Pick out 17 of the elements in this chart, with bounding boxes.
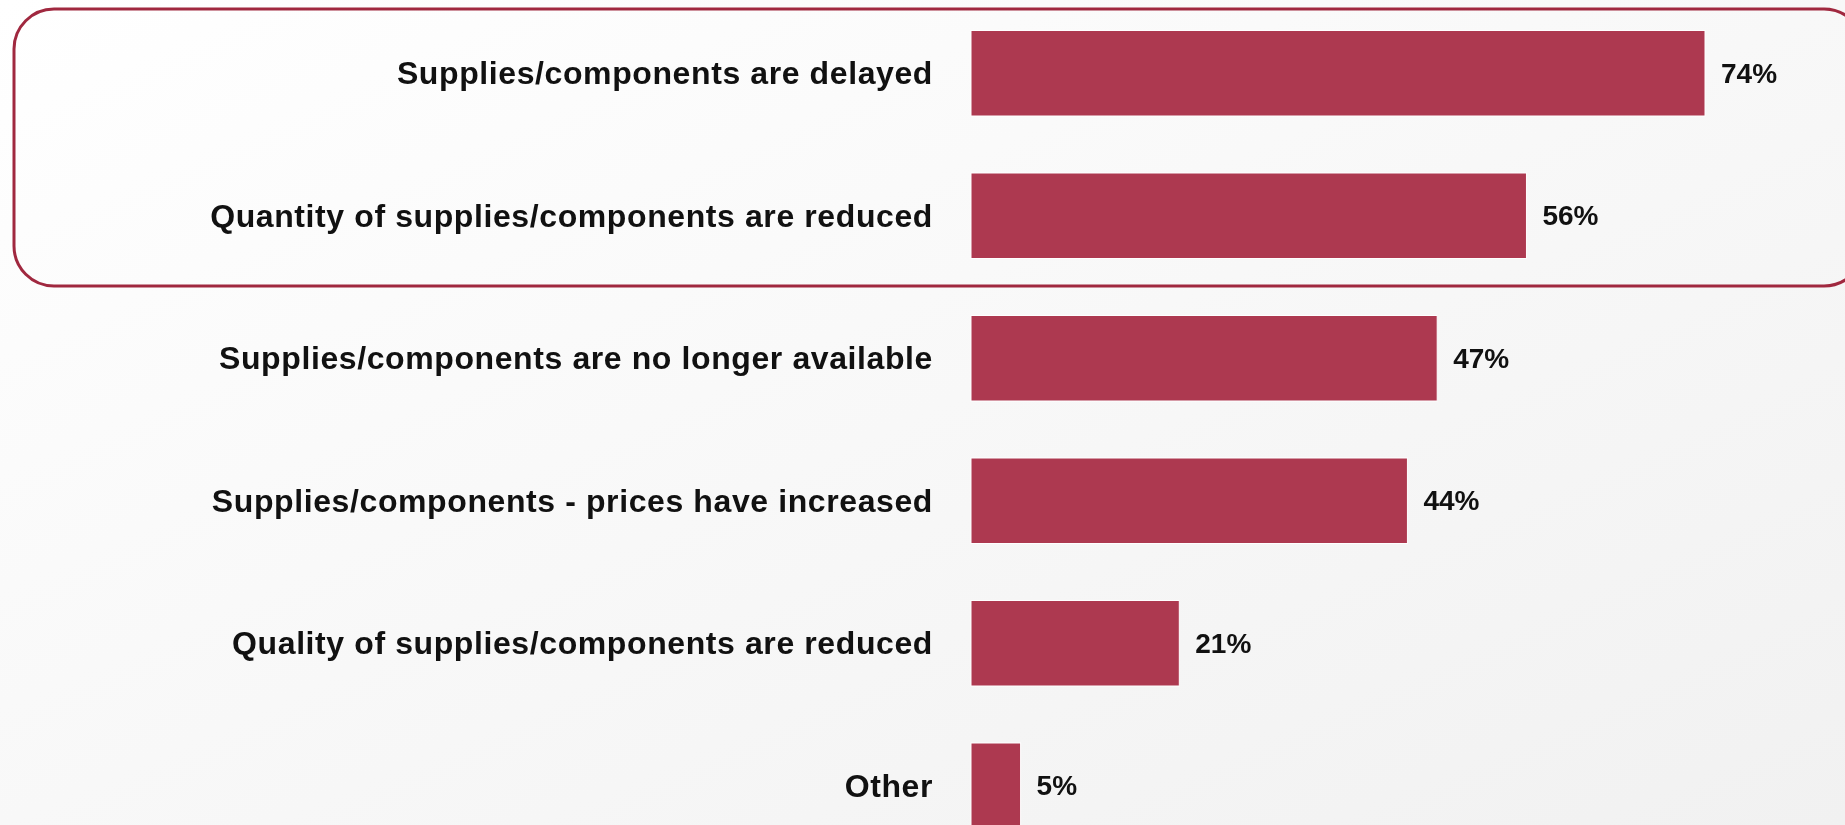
bar [970, 172, 1527, 259]
data-label: 44% [1423, 485, 1480, 517]
y-tick-label: Supplies/components - prices have increased [211, 482, 933, 519]
y-tick-label: Other [844, 767, 933, 804]
y-tick-label: Supplies/components are delayed [396, 55, 933, 92]
data-label: 74% [1721, 57, 1778, 89]
data-label: 21% [1195, 627, 1252, 659]
data-label: 56% [1542, 200, 1599, 232]
data-label: 5% [1036, 770, 1078, 802]
bar [970, 600, 1180, 687]
data-label: 47% [1453, 342, 1510, 374]
bar [970, 30, 1706, 117]
y-tick-label: Supplies/components are no longer available [219, 340, 933, 377]
bar [970, 315, 1438, 402]
y-tick-label: Quality of supplies/components are reduced [232, 625, 933, 662]
y-tick-label: Quantity of supplies/components are reduced [210, 197, 933, 234]
bar [970, 457, 1408, 544]
